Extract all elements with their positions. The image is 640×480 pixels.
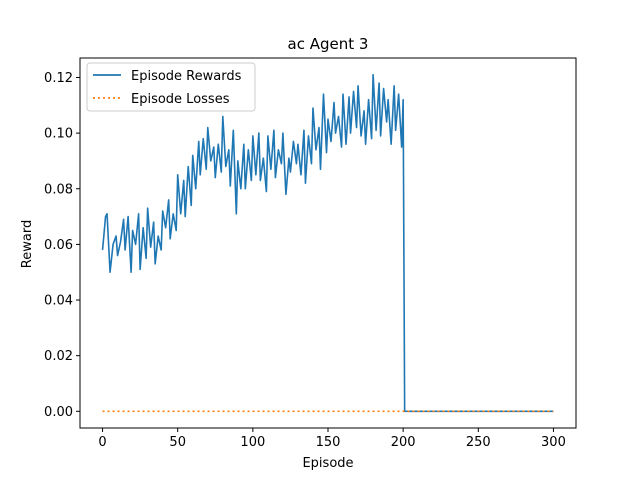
x-tick-label: 200 <box>391 435 416 450</box>
y-tick-label: 0.08 <box>44 182 73 197</box>
x-tick-label: 50 <box>169 435 186 450</box>
x-tick-label: 300 <box>541 435 566 450</box>
series-layer <box>101 73 554 413</box>
y-axis-label: Reward <box>20 220 35 268</box>
y-tick-label: 0.10 <box>44 127 73 142</box>
plot-area: 0 50 100 150 200 250 300 0.000.020.040.060.080… <box>44 57 577 450</box>
x-tick-label: 100 <box>240 435 265 450</box>
y-tick-label: 0.06 <box>44 238 73 253</box>
y-ticks: 0.00 0.02 0.04 0.06 0.08 0.10 0.12 <box>44 71 80 420</box>
series-line-episode-rewards <box>101 73 554 413</box>
legend-label-rewards: Episode Rewards <box>131 69 242 84</box>
legend: Episode Rewards Episode Losses <box>86 62 256 112</box>
x-tick-label: 250 <box>466 435 491 450</box>
y-tick-label: 0.04 <box>44 294 73 309</box>
chart-title: ac Agent 3 <box>288 35 369 53</box>
y-tick-label: 0.12 <box>44 71 73 86</box>
axes-frame <box>79 57 577 429</box>
legend-box <box>86 62 256 112</box>
y-tick-label: 0.00 <box>44 405 73 420</box>
x-tick-label: 150 <box>316 435 341 450</box>
legend-label-losses: Episode Losses <box>131 92 230 107</box>
x-axis-label: Episode <box>302 456 353 471</box>
x-ticks: 0 50 100 150 200 250 300 <box>98 428 566 450</box>
x-tick-label: 0 <box>98 435 106 450</box>
y-tick-label: 0.02 <box>44 349 73 364</box>
